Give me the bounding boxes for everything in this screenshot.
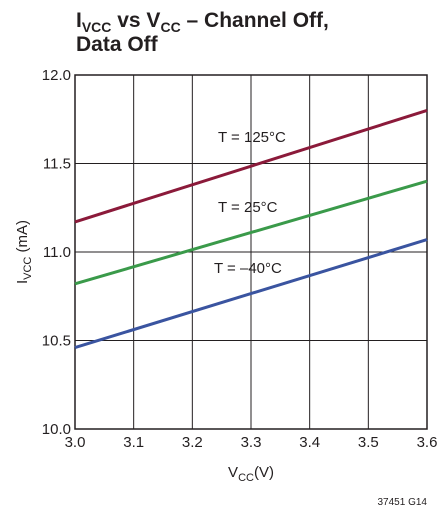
x-axis-label: VCC(V) (228, 464, 274, 484)
y-tick-label: 10.0 (42, 421, 71, 438)
x-tick-label: 3.3 (241, 434, 262, 451)
plot-frame (74, 74, 428, 430)
y-tick-label: 11.0 (43, 244, 71, 261)
chart-title-line2: Data Off (76, 33, 159, 56)
y-tick-label: 10.5 (42, 333, 71, 350)
x-tick-label: 3.5 (358, 434, 379, 451)
figure-number: 37451 G14 (378, 497, 428, 508)
y-tick-label: 11.5 (43, 156, 71, 173)
chart-title-line1: IVCC vs VCC – Channel Off, (76, 9, 329, 35)
x-tick-label: 3.4 (299, 434, 320, 451)
series-line-1 (74, 179, 428, 286)
series-label-minus40c: T = –40°C (214, 260, 282, 277)
x-tick-label: 3.1 (123, 434, 144, 451)
series-lines (74, 108, 428, 350)
y-tick-label: 12.0 (42, 67, 71, 84)
x-tick-label: 3.0 (65, 434, 86, 451)
y-axis-label: IVCC (mA) (14, 220, 34, 284)
series-label-25c: T = 25°C (218, 199, 278, 216)
x-tick-label: 3.6 (417, 434, 438, 451)
x-tick-label: 3.2 (182, 434, 203, 451)
series-label-125c: T = 125°C (218, 129, 286, 146)
series-line-0 (74, 108, 428, 224)
tick-labels: 3.0 3.1 3.2 3.3 3.4 3.5 3.6 12.0 11.5 11.0 10.5 10.… (42, 67, 438, 451)
series-line-2 (74, 238, 428, 350)
